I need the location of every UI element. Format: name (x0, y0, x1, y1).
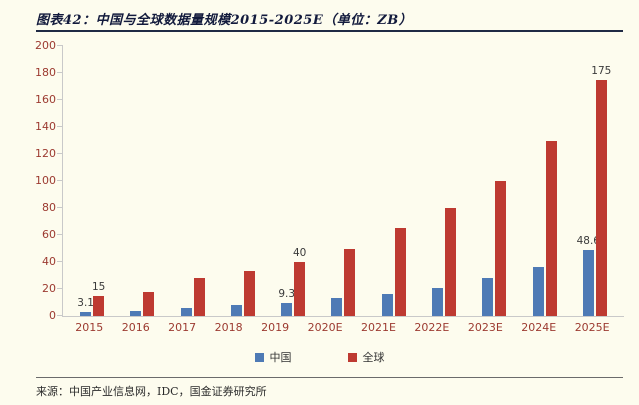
legend-label: 全球 (362, 351, 385, 364)
bar-china (431, 287, 443, 316)
bar-china (180, 307, 192, 316)
y-tick-label: 160 (35, 93, 56, 106)
y-tick-label: 140 (35, 120, 56, 133)
y-tick-mark (57, 234, 63, 235)
y-tick-mark (57, 99, 63, 100)
bar-china (331, 298, 343, 316)
y-tick-label: 180 (35, 66, 56, 79)
bar-global: 40 (293, 247, 306, 316)
bar-china: 9.3 (278, 288, 295, 316)
source-note: 来源：中国产业信息网，IDC，国金证券研究所 (36, 385, 267, 398)
bar-global (495, 181, 507, 316)
legend: 中国 全球 (0, 349, 639, 365)
y-tick-mark (57, 180, 63, 181)
value-label: 15 (91, 280, 106, 293)
x-axis-label: 2023E (467, 321, 503, 334)
bar-group (482, 181, 507, 316)
bar-china: 48.6 (577, 235, 600, 316)
bar-china (482, 278, 494, 316)
bar-group: 48.6 175 (577, 65, 611, 316)
y-tick-label: 200 (35, 39, 56, 52)
value-label: 175 (591, 64, 612, 77)
x-axis-label: 2016 (121, 321, 150, 334)
title-underline (36, 30, 623, 32)
bar-global (444, 208, 456, 316)
bar-group (230, 271, 255, 316)
chart-title: 图表42：中国与全球数据量规模2015-2025E（单位：ZB） (36, 13, 413, 28)
legend-item: 中国 (254, 349, 292, 365)
y-tick-mark (57, 207, 63, 208)
bar-global (394, 228, 406, 316)
y-tick-mark (57, 315, 63, 316)
bar-groups: 3.1 15 9.3 40 48.6 175 (63, 46, 624, 316)
legend-label: 中国 (269, 351, 292, 364)
plot-area: 3.1 15 9.3 40 48.6 175 (57, 45, 624, 317)
value-label: 3.1 (77, 296, 94, 309)
x-axis-label: 2020E (307, 321, 343, 334)
x-axis-label: 2015 (75, 321, 104, 334)
y-tick-label: 120 (35, 147, 56, 160)
y-axis: 0 20 40 60 80 100 120 140 160 180 200 (6, 39, 56, 322)
bar-china: 3.1 (77, 297, 94, 316)
y-tick-mark (57, 153, 63, 154)
y-tick-mark (57, 261, 63, 262)
footer-divider (36, 377, 623, 378)
legend-swatch (347, 352, 357, 362)
bar-group (331, 248, 356, 316)
y-tick-label: 40 (42, 255, 56, 268)
value-label: 9.3 (278, 288, 296, 301)
x-axis-label: 2024E (521, 321, 557, 334)
legend-item: 全球 (347, 349, 385, 365)
x-axis-label: 2022E (414, 321, 450, 334)
y-tick-mark (57, 288, 63, 289)
y-tick-mark (57, 72, 63, 73)
bar-group (431, 208, 456, 316)
bar-group (532, 140, 557, 316)
y-tick-mark (57, 45, 63, 46)
x-axis: 2015 2016 2017 2018 2019 2020E 2021E 2022E 2023E… (62, 321, 623, 334)
y-tick-label: 0 (49, 309, 56, 322)
bar-global (344, 248, 356, 316)
bar-group (180, 278, 205, 316)
bar-global (545, 140, 557, 316)
y-tick-label: 20 (42, 282, 56, 295)
bar-china (381, 294, 393, 316)
x-axis-label: 2021E (361, 321, 396, 334)
bar-global: 15 (92, 281, 105, 316)
value-label: 40 (293, 247, 307, 259)
bar-china (230, 305, 242, 316)
y-tick-mark (57, 126, 63, 127)
x-axis-label: 2017 (168, 321, 197, 334)
bar-group: 9.3 40 (278, 247, 306, 316)
legend-swatch (254, 352, 264, 362)
bar-global: 175 (591, 65, 611, 316)
x-axis-label: 2018 (214, 321, 243, 334)
bar-china (532, 267, 544, 316)
bar-global (243, 271, 255, 316)
bar-china (130, 310, 142, 316)
bar-group: 3.1 15 (77, 281, 105, 316)
bar-global (143, 291, 155, 316)
y-tick-label: 60 (42, 228, 56, 241)
x-axis-label: 2025E (574, 321, 610, 334)
y-tick-label: 100 (35, 174, 56, 187)
x-axis-label: 2019 (261, 321, 290, 334)
bar-group (381, 228, 406, 316)
y-tick-label: 80 (42, 201, 56, 214)
bar-global (193, 278, 205, 316)
bar-group (130, 291, 155, 316)
value-label: 48.6 (576, 235, 600, 248)
